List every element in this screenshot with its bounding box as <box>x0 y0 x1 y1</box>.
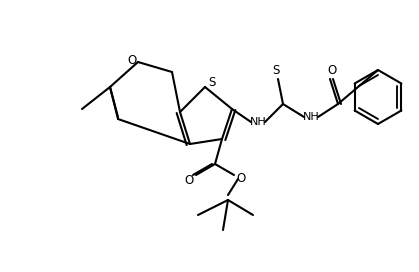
Text: O: O <box>236 172 246 186</box>
Text: S: S <box>208 76 216 88</box>
Text: O: O <box>127 54 137 67</box>
Text: NH: NH <box>303 112 319 122</box>
Text: S: S <box>272 64 280 78</box>
Text: NH: NH <box>250 117 266 127</box>
Text: O: O <box>184 175 194 187</box>
Text: O: O <box>327 64 336 78</box>
